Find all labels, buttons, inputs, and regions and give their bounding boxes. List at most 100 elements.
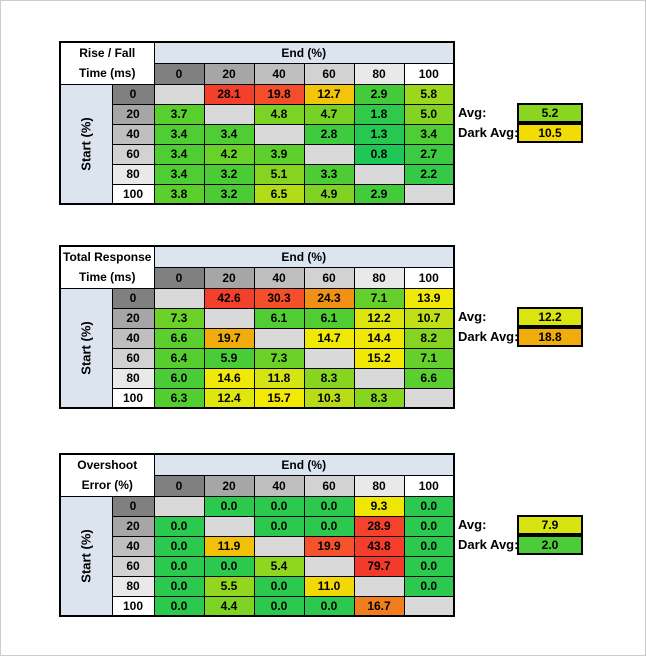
col-header-80: 80: [353, 474, 405, 497]
cell-start60-end40: 3.9: [253, 143, 305, 165]
end-axis-header: End (%): [153, 245, 455, 268]
cell-start100-end40: 15.7: [253, 387, 305, 409]
dark-avg-label: Dark Avg:: [458, 125, 519, 140]
start-axis-label: Start (%): [78, 321, 94, 375]
cell-start0-end0: [153, 495, 205, 517]
row-header-100: 100: [111, 183, 155, 205]
cell-start80-end20: 14.6: [203, 367, 255, 389]
cell-start60-end100: 2.7: [403, 143, 455, 165]
cell-start0-end40: 0.0: [253, 495, 305, 517]
row-header-0: 0: [111, 83, 155, 105]
col-header-60: 60: [303, 62, 355, 85]
cell-start80-end0: 0.0: [153, 575, 205, 597]
cell-start100-end0: 3.8: [153, 183, 205, 205]
cell-start80-end100: 6.6: [403, 367, 455, 389]
cell-start40-end40: [253, 123, 305, 145]
dark-avg-label: Dark Avg:: [458, 537, 519, 552]
cell-start60-end60: [303, 143, 355, 165]
dark-avg-value-box: 10.5: [517, 123, 583, 143]
cell-start100-end80: 8.3: [353, 387, 405, 409]
table-block-overshoot-error: Overshoot Error (%) End (%) 0 20 40 60 80 100 Sta…: [59, 453, 645, 617]
heatmap-table-total-response-time: Total Response Time (ms) End (%) 0 20 40 60 80 1…: [59, 245, 455, 409]
col-header-20: 20: [203, 62, 255, 85]
cell-start100-end100: [403, 595, 455, 617]
cell-start40-end80: 14.4: [353, 327, 405, 349]
cell-start60-end60: [303, 347, 355, 369]
cell-start100-end20: 12.4: [203, 387, 255, 409]
cell-start80-end40: 0.0: [253, 575, 305, 597]
col-header-0: 0: [153, 266, 205, 289]
start-axis-label: Start (%): [78, 529, 94, 583]
cell-start40-end20: 3.4: [203, 123, 255, 145]
col-header-40: 40: [253, 62, 305, 85]
cell-start20-end60: 0.0: [303, 515, 355, 537]
cell-start20-end100: 5.0: [403, 103, 455, 125]
cell-start100-end80: 16.7: [353, 595, 405, 617]
cell-start60-end0: 3.4: [153, 143, 205, 165]
table-block-rise-fall-time: Rise / Fall Time (ms) End (%) 0 20 40 60 80 100 S…: [59, 1, 645, 205]
cell-start80-end80: [353, 575, 405, 597]
cell-start40-end20: 11.9: [203, 535, 255, 557]
table-title-line2: Error (%): [81, 478, 133, 493]
start-axis-band: Start (%): [59, 495, 113, 617]
avg-value-box: 5.2: [517, 103, 583, 123]
cell-start0-end80: 9.3: [353, 495, 405, 517]
cell-start80-end40: 11.8: [253, 367, 305, 389]
row-header-80: 80: [111, 163, 155, 185]
table-title-line1: Rise / Fall: [79, 46, 136, 61]
row-header-100: 100: [111, 595, 155, 617]
col-header-80: 80: [353, 266, 405, 289]
start-axis-band: Start (%): [59, 83, 113, 205]
heatmap-table-rise-fall-time: Rise / Fall Time (ms) End (%) 0 20 40 60 80 100 S…: [59, 41, 455, 205]
cell-start60-end40: 7.3: [253, 347, 305, 369]
cell-start40-end40: [253, 327, 305, 349]
cell-start0-end100: 13.9: [403, 287, 455, 309]
cell-start100-end100: [403, 183, 455, 205]
avg-label: Avg:: [458, 309, 487, 324]
cell-start60-end20: 0.0: [203, 555, 255, 577]
col-header-40: 40: [253, 474, 305, 497]
cell-start80-end20: 3.2: [203, 163, 255, 185]
table-block-total-response-time: Total Response Time (ms) End (%) 0 20 40 60 80 1…: [59, 245, 645, 409]
dark-avg-label: Dark Avg:: [458, 329, 519, 344]
cell-start0-end80: 2.9: [353, 83, 405, 105]
cell-start40-end0: 6.6: [153, 327, 205, 349]
cell-start60-end0: 0.0: [153, 555, 205, 577]
cell-start40-end100: 8.2: [403, 327, 455, 349]
col-header-80: 80: [353, 62, 405, 85]
cell-start20-end20: [203, 515, 255, 537]
cell-start100-end20: 4.4: [203, 595, 255, 617]
cell-start20-end0: 0.0: [153, 515, 205, 537]
cell-start100-end40: 0.0: [253, 595, 305, 617]
cell-start20-end40: 4.8: [253, 103, 305, 125]
cell-start20-end80: 1.8: [353, 103, 405, 125]
col-header-0: 0: [153, 474, 205, 497]
cell-start20-end60: 4.7: [303, 103, 355, 125]
cell-start80-end60: 11.0: [303, 575, 355, 597]
cell-start40-end40: [253, 535, 305, 557]
col-header-60: 60: [303, 266, 355, 289]
row-header-40: 40: [111, 535, 155, 557]
cell-start0-end20: 28.1: [203, 83, 255, 105]
cell-start60-end80: 0.8: [353, 143, 405, 165]
cell-start0-end100: 0.0: [403, 495, 455, 517]
end-axis-header: End (%): [153, 41, 455, 64]
cell-start20-end0: 7.3: [153, 307, 205, 329]
cell-start20-end40: 6.1: [253, 307, 305, 329]
cell-start60-end80: 79.7: [353, 555, 405, 577]
cell-start20-end20: [203, 307, 255, 329]
cell-start80-end60: 8.3: [303, 367, 355, 389]
cell-start40-end100: 3.4: [403, 123, 455, 145]
row-header-20: 20: [111, 307, 155, 329]
table-title-line2: Time (ms): [79, 66, 136, 81]
start-axis-label: Start (%): [78, 117, 94, 171]
col-header-20: 20: [203, 266, 255, 289]
row-header-80: 80: [111, 575, 155, 597]
cell-start0-end40: 30.3: [253, 287, 305, 309]
table-title-line1: Overshoot: [77, 458, 138, 473]
cell-start20-end60: 6.1: [303, 307, 355, 329]
cell-start60-end40: 5.4: [253, 555, 305, 577]
heatmap-table-overshoot-error: Overshoot Error (%) End (%) 0 20 40 60 80 100 Sta…: [59, 453, 455, 617]
cell-start80-end0: 3.4: [153, 163, 205, 185]
